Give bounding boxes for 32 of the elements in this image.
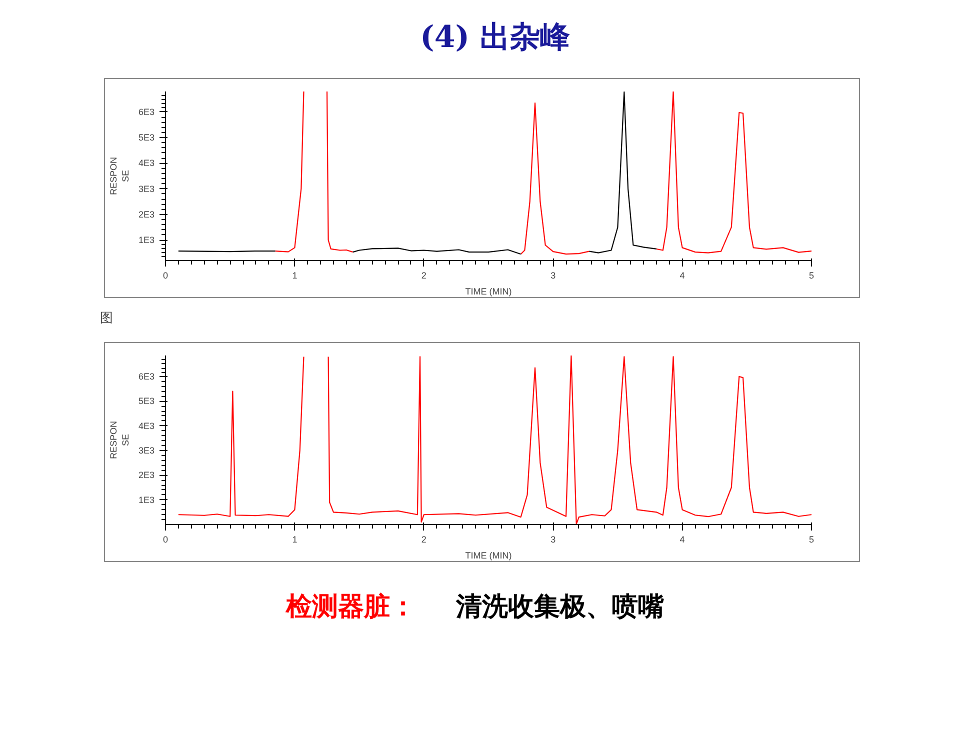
text: 清洗收集极、喷嘴 bbox=[456, 592, 664, 622]
x-tick-label: 1 bbox=[292, 270, 298, 280]
y-tick-label: 5E3 bbox=[138, 396, 154, 406]
x-tick-label: 4 bbox=[680, 270, 685, 280]
x-axis-title: TIME (MIN) bbox=[465, 286, 512, 296]
y-tick-label: 6E3 bbox=[138, 371, 154, 382]
x-tick-label: 1 bbox=[292, 534, 298, 544]
y-tick-label: 5E3 bbox=[138, 132, 154, 143]
text: 检测器脏： bbox=[286, 592, 416, 622]
x-tick-label: 4 bbox=[680, 534, 685, 544]
y-axis-title: RESPON SE bbox=[108, 420, 130, 460]
y-tick-label: 2E3 bbox=[138, 209, 154, 220]
x-tick-label: 5 bbox=[808, 534, 814, 544]
y-tick-label: 2E3 bbox=[138, 470, 154, 480]
chart-subtitle: 图 bbox=[100, 309, 113, 327]
x-axis-title: TIME (MIN) bbox=[465, 550, 512, 560]
x-tick-label: 2 bbox=[421, 270, 426, 280]
y-tick-label: 6E3 bbox=[138, 106, 154, 117]
x-tick-label: 0 bbox=[162, 534, 168, 544]
y-tick-label: 3E3 bbox=[138, 184, 154, 194]
y-tick-label: 4E3 bbox=[138, 158, 154, 168]
y-axis-title: RESPON SE bbox=[108, 156, 130, 196]
x-tick-label: 3 bbox=[550, 270, 556, 280]
chart-title: (4) 出杂峰 bbox=[420, 19, 570, 57]
x-tick-label: 2 bbox=[421, 534, 426, 544]
x-tick-label: 3 bbox=[550, 534, 556, 544]
y-tick-label: 3E3 bbox=[138, 445, 154, 456]
y-tick-label: 4E3 bbox=[138, 420, 154, 431]
y-tick-label: 1E3 bbox=[138, 235, 154, 246]
y-tick-label: 1E3 bbox=[138, 494, 154, 505]
x-tick-label: 5 bbox=[808, 270, 814, 280]
x-tick-label: 0 bbox=[162, 270, 168, 280]
